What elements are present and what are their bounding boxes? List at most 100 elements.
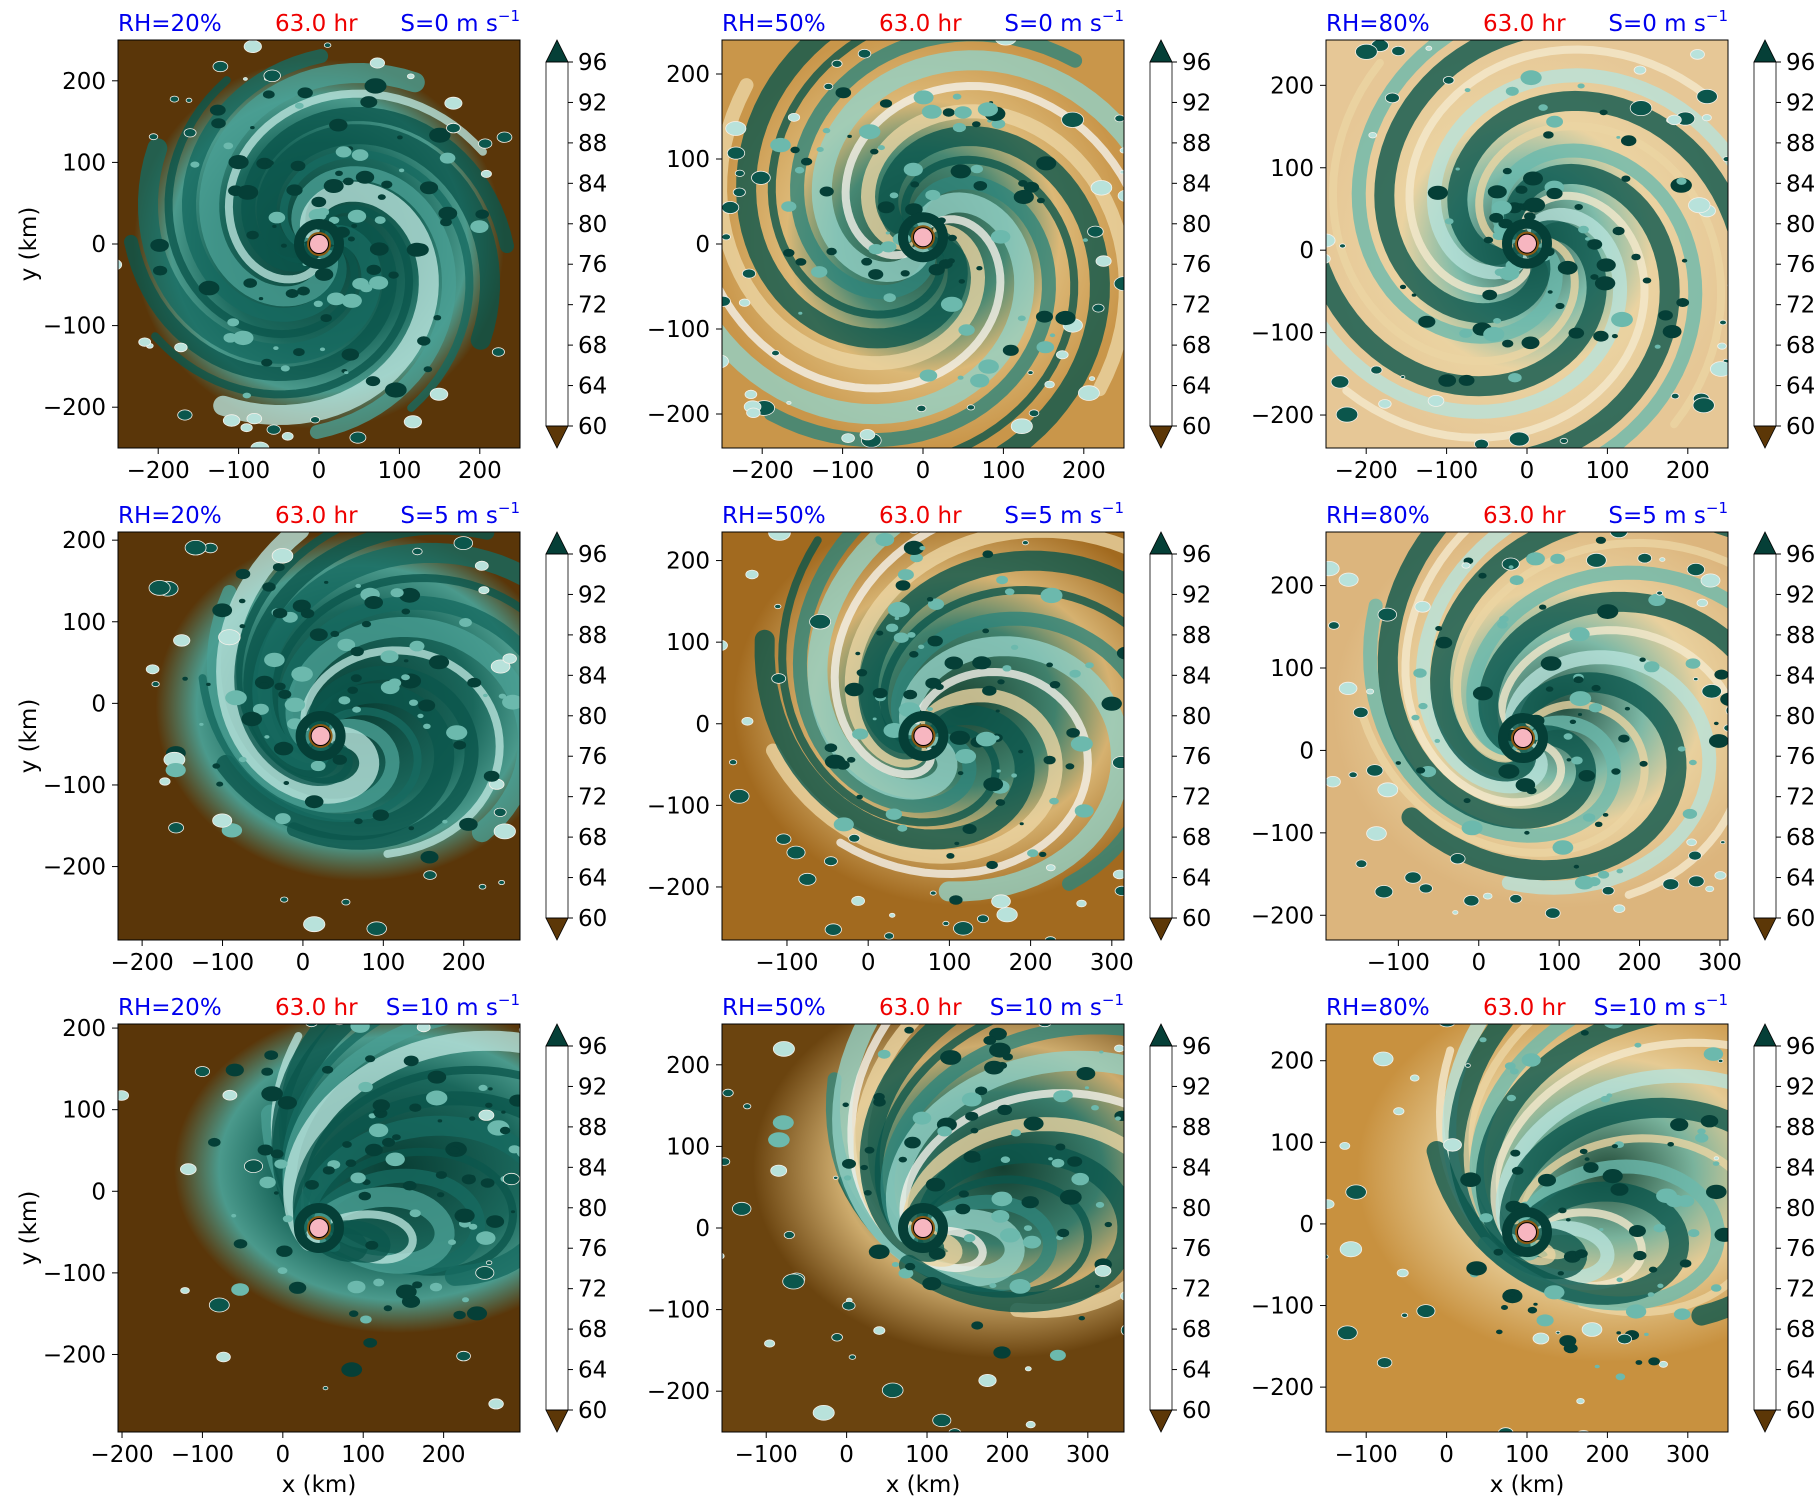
spiral-band — [766, 688, 1063, 864]
convective-cell — [1713, 721, 1719, 726]
convective-cell — [232, 330, 254, 346]
convective-cell — [1296, 181, 1309, 190]
convective-cell — [282, 1215, 293, 1223]
y-tick-label: 200 — [1270, 574, 1314, 600]
convective-cell — [231, 1213, 237, 1218]
convective-cell — [722, 233, 731, 241]
convective-cell — [768, 532, 791, 541]
convective-cell — [1612, 226, 1625, 236]
convective-cell — [1599, 1228, 1604, 1231]
convective-cell — [1472, 686, 1493, 701]
convective-cell — [1058, 1090, 1073, 1101]
convective-cell — [1621, 135, 1637, 147]
convective-cell — [241, 711, 262, 727]
convective-cell — [510, 1210, 516, 1214]
x-tick-label: 0 — [1520, 458, 1535, 484]
eyewall — [295, 711, 346, 761]
convective-cell — [1515, 778, 1536, 792]
convective-cell — [971, 1321, 984, 1330]
convective-cell — [1688, 197, 1711, 214]
convective-cell — [1596, 258, 1616, 272]
convective-cell — [1133, 1401, 1143, 1408]
convective-cell — [377, 194, 386, 200]
convective-cell — [605, 1307, 624, 1320]
convective-cell — [446, 122, 461, 134]
convective-cell — [1497, 621, 1508, 629]
convective-cell — [1594, 1364, 1600, 1369]
spiral-band — [902, 1117, 1124, 1319]
y-tick-label: 0 — [695, 1216, 710, 1242]
convective-cell — [383, 1305, 393, 1312]
convective-cell — [816, 147, 824, 152]
convective-cell — [310, 760, 326, 772]
convective-cell — [1616, 136, 1621, 139]
convective-cell — [775, 833, 792, 845]
convective-cell — [831, 1333, 843, 1342]
convective-cell — [798, 311, 803, 315]
spiral-band — [1499, 1097, 1728, 1326]
convective-cell — [1545, 907, 1561, 919]
convective-cell — [1021, 1196, 1039, 1209]
convective-cell — [729, 788, 750, 804]
colorbar-extend-min — [1753, 1409, 1777, 1433]
convective-cell — [1393, 1107, 1405, 1116]
convective-cell — [488, 1087, 493, 1091]
convective-cell — [1455, 167, 1460, 171]
convective-cell — [1494, 954, 1501, 959]
rh-label: RH=80% — [1326, 503, 1430, 529]
y-tick-label: 100 — [62, 610, 106, 636]
convective-cell — [1374, 885, 1394, 899]
convective-cell — [398, 168, 405, 173]
convective-cell — [1673, 1308, 1691, 1320]
convective-cell — [258, 297, 264, 301]
convective-cell — [1339, 1142, 1351, 1150]
convective-cell — [1510, 1149, 1521, 1157]
convective-cell — [982, 550, 994, 558]
convective-cell — [351, 149, 369, 161]
convective-cell — [919, 369, 938, 382]
convective-cell — [1022, 540, 1029, 546]
convective-cell — [1738, 1072, 1757, 1085]
convective-cell — [1688, 875, 1705, 888]
colorbar-tick-label: 80 — [578, 212, 607, 238]
convective-cell — [1611, 1144, 1618, 1149]
convective-cell — [1601, 886, 1615, 896]
convective-cell — [1002, 665, 1012, 672]
convective-cell — [722, 201, 740, 214]
convective-cell — [895, 580, 911, 591]
convective-cell — [1648, 1266, 1658, 1273]
convective-cell — [1442, 76, 1455, 85]
convective-cell — [1010, 1129, 1022, 1137]
convective-cell — [493, 823, 516, 840]
convective-cell — [1425, 45, 1433, 51]
convective-cell — [1733, 1087, 1751, 1100]
convective-cell — [409, 640, 425, 652]
convective-cell — [277, 1267, 288, 1274]
convective-cell — [1639, 760, 1648, 767]
colorbar-tick-label: 64 — [578, 374, 607, 400]
convective-cell — [944, 656, 964, 670]
convective-cell — [264, 735, 270, 739]
convective-cell — [1113, 276, 1124, 291]
spiral-band — [1374, 40, 1551, 324]
convective-cell — [480, 169, 492, 178]
convective-cell — [1444, 218, 1454, 225]
shear-label: S=10 m s−1 — [386, 991, 520, 1021]
convective-cell — [1326, 561, 1340, 577]
convective-cell — [982, 685, 997, 696]
x-axis-label: x (km) — [282, 1472, 357, 1498]
colorbar-extend-max — [1149, 1023, 1173, 1047]
convective-cell — [337, 638, 356, 652]
convective-cell — [1582, 502, 1586, 505]
convective-cell — [1023, 1225, 1033, 1231]
convective-cell — [1710, 361, 1728, 377]
convective-cell — [222, 414, 241, 427]
convective-cell — [476, 1231, 496, 1245]
convective-cell — [1084, 1086, 1089, 1090]
spiral-band — [199, 62, 425, 307]
convective-cell — [277, 1096, 297, 1110]
colorbar-frame — [545, 61, 569, 427]
convective-cell — [118, 259, 123, 270]
convective-cell — [1667, 1142, 1674, 1147]
convective-cell — [380, 680, 400, 695]
